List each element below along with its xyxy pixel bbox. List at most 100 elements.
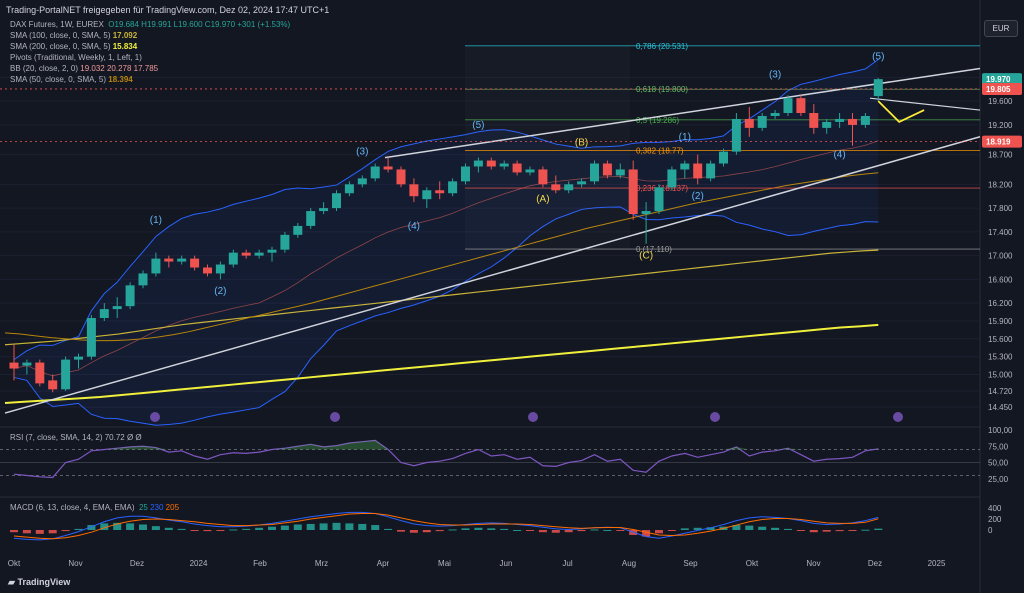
price-tag-label: 19.805 bbox=[986, 85, 1011, 94]
candle-body bbox=[461, 166, 470, 182]
candle-body bbox=[435, 190, 445, 194]
rsi-tick-label: 50,00 bbox=[988, 459, 1009, 468]
macd-hist-bar bbox=[461, 528, 470, 530]
candle-body bbox=[280, 234, 290, 250]
y-tick-label: 14.720 bbox=[988, 387, 1013, 396]
macd-hist-bar bbox=[100, 523, 109, 530]
legend-pivots: Pivots (Traditional, Weekly, 1, Left, 1) bbox=[10, 53, 142, 62]
x-tick-label: Dez bbox=[868, 559, 882, 568]
candle-body bbox=[203, 267, 212, 274]
macd-hist-bar bbox=[35, 530, 44, 534]
legend-sma200: SMA (200, close, 0, SMA, 5) 15.834 bbox=[10, 42, 137, 51]
candle-body bbox=[680, 163, 690, 170]
macd-hist-bar bbox=[874, 528, 883, 530]
macd-label-text: MACD (6, 13, close, 4, EMA, EMA) bbox=[10, 503, 135, 512]
candle-body bbox=[112, 306, 122, 310]
candle-body bbox=[190, 258, 200, 268]
wave-label: (B) bbox=[575, 138, 588, 149]
macd-hist-bar bbox=[667, 530, 676, 531]
candle-body bbox=[835, 118, 845, 122]
fib-level-label: 0,382 (18.77) bbox=[636, 146, 684, 155]
bollinger-band-fill bbox=[14, 59, 879, 426]
fib-level-label: 0,5 (19.286) bbox=[636, 116, 679, 125]
fib-zone bbox=[465, 46, 630, 249]
macd-hist-bar bbox=[745, 525, 754, 530]
price-tag bbox=[982, 82, 1022, 95]
macd-hist-bar bbox=[422, 530, 431, 533]
wave-label: (5) bbox=[872, 52, 884, 63]
macd-hist-bar bbox=[474, 527, 483, 530]
macd-hist-bar bbox=[693, 527, 702, 530]
candle-body bbox=[770, 113, 780, 116]
macd-hist-bar bbox=[397, 530, 405, 532]
macd-hist-bar bbox=[861, 529, 870, 531]
macd-hist-bar bbox=[190, 530, 199, 531]
candle-body bbox=[499, 163, 509, 167]
bollinger-basis bbox=[13, 140, 879, 377]
y-tick-label: 15.900 bbox=[988, 317, 1013, 326]
candle-body bbox=[577, 181, 587, 185]
wave-label: (2) bbox=[692, 191, 704, 202]
wave-label: (1) bbox=[150, 215, 162, 226]
legend-sma50-value: 18.394 bbox=[108, 75, 133, 84]
macd-hist-bar bbox=[371, 525, 380, 530]
candle-body bbox=[564, 184, 574, 191]
x-tick-label: Aug bbox=[622, 559, 636, 568]
candle-body bbox=[448, 181, 458, 194]
candle-body bbox=[667, 169, 677, 188]
macd-hist-bar bbox=[164, 527, 173, 530]
candle-body bbox=[86, 318, 96, 357]
macd-hist-bar bbox=[835, 530, 844, 532]
tradingview-watermark: TradingView bbox=[17, 577, 71, 587]
macd-hist-bar bbox=[616, 530, 625, 531]
macd-hist-bar bbox=[538, 530, 547, 533]
macd-hist-bar bbox=[551, 530, 560, 533]
macd-hist-bar bbox=[358, 523, 367, 530]
macd-hist-bar bbox=[293, 524, 302, 530]
tradingview-logo: ▰ TradingView bbox=[8, 577, 70, 588]
wave-label: (5) bbox=[472, 120, 484, 131]
event-marker-icon bbox=[893, 412, 903, 422]
y-tick-label: 17.800 bbox=[988, 204, 1013, 213]
legend-sma200-value: 15.834 bbox=[112, 42, 138, 51]
price-tag-label: 18.919 bbox=[986, 138, 1011, 147]
macd-hist-bar bbox=[255, 527, 264, 530]
x-tick-label: Nov bbox=[806, 559, 820, 568]
legend-symbol-name: DAX Futures, 1W, EUREX bbox=[10, 20, 104, 29]
x-tick-label: 2024 bbox=[190, 559, 208, 568]
candle-body bbox=[796, 98, 806, 114]
candle-body bbox=[306, 211, 316, 226]
y-tick-label: 18.200 bbox=[988, 180, 1013, 189]
macd-hist-bar bbox=[332, 522, 341, 530]
candle-body bbox=[512, 163, 522, 173]
macd-hist-bar bbox=[771, 527, 780, 530]
macd-hist-bar bbox=[22, 530, 31, 534]
macd-hist-bar bbox=[577, 530, 586, 532]
candle-body bbox=[215, 264, 225, 274]
candle-body bbox=[22, 362, 32, 366]
price-tag bbox=[982, 135, 1022, 148]
macd-hist-bar bbox=[10, 530, 18, 533]
macd-hist-bar bbox=[319, 523, 328, 530]
macd-hist-bar bbox=[87, 525, 96, 530]
candle-body bbox=[809, 113, 819, 128]
macd-hist-bar bbox=[203, 530, 212, 532]
candle-body bbox=[319, 208, 329, 212]
currency-button[interactable]: EUR bbox=[984, 20, 1018, 37]
macd-tick-label: 0 bbox=[988, 526, 993, 535]
candle-body bbox=[74, 356, 83, 360]
y-tick-label: 15.600 bbox=[988, 335, 1013, 344]
candle-body bbox=[538, 169, 548, 185]
candle-body bbox=[693, 163, 703, 179]
macd-hist-bar bbox=[732, 525, 741, 530]
y-tick-label: 14.450 bbox=[988, 403, 1013, 412]
macd-hist-bar bbox=[229, 529, 238, 531]
macd-signal-value: 205 bbox=[165, 503, 180, 512]
candle-body bbox=[641, 211, 651, 215]
x-tick-label: Mrz bbox=[315, 559, 328, 568]
wave-label: (A) bbox=[536, 194, 549, 205]
candle-body bbox=[706, 163, 716, 179]
macd-hist-bar bbox=[448, 529, 457, 531]
x-tick-label: Jul bbox=[562, 559, 572, 568]
macd-hist-bar bbox=[590, 529, 599, 531]
